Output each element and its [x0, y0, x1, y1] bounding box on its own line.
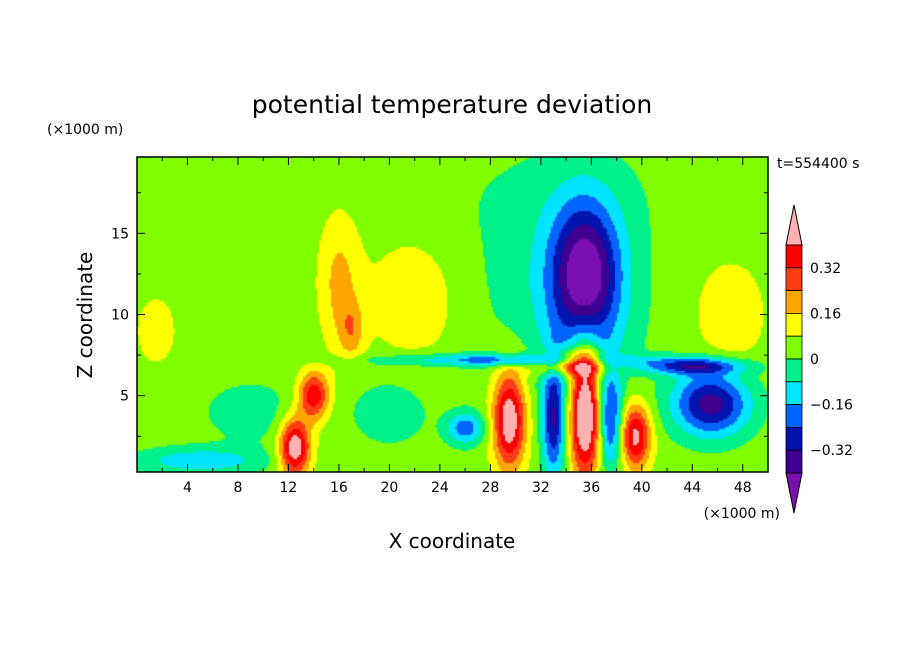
y-tick-label: 10 — [111, 308, 129, 324]
colorbar-label: 0.32 — [810, 261, 841, 277]
x-tick-label: 16 — [330, 480, 348, 496]
colorbar-bottom-triangle — [785, 472, 803, 514]
colorbar-box — [785, 290, 803, 314]
x-tick-label: 20 — [380, 480, 398, 496]
colorbar-label: 0 — [810, 352, 819, 368]
x-axis-units: (×1000 m) — [704, 506, 780, 522]
colorbar-box — [785, 426, 803, 451]
x-tick-label: 36 — [582, 480, 600, 496]
y-tick-label: 5 — [120, 389, 129, 405]
colorbar-box — [785, 244, 803, 269]
colorbar-box — [785, 267, 803, 291]
x-tick-label: 12 — [280, 480, 298, 496]
y-axis-units: (×1000 m) — [47, 122, 123, 138]
chart-title: potential temperature deviation — [252, 90, 652, 119]
colorbar-label: −0.16 — [810, 398, 853, 414]
x-tick-label: 8 — [233, 480, 242, 496]
colorbar-label: 0.16 — [810, 306, 841, 322]
x-tick-label: 32 — [532, 480, 550, 496]
y-tick-label: 15 — [111, 226, 129, 242]
x-tick-label: 4 — [183, 480, 192, 496]
colorbar-top-triangle — [785, 204, 803, 246]
colorbar-box — [785, 404, 803, 428]
x-tick-label: 40 — [633, 480, 651, 496]
y-axis-label: Z coordinate — [73, 252, 97, 379]
contour-field — [137, 157, 768, 472]
x-tick-label: 44 — [683, 480, 701, 496]
x-tick-label: 24 — [431, 480, 449, 496]
colorbar-box — [785, 335, 803, 360]
x-tick-label: 48 — [734, 480, 752, 496]
x-axis-label: X coordinate — [389, 529, 516, 553]
x-tick-label: 28 — [481, 480, 499, 496]
colorbar-label: −0.32 — [810, 443, 853, 459]
colorbar-box — [785, 312, 803, 337]
colorbar-box — [785, 449, 803, 474]
colorbar-box — [785, 358, 803, 383]
colorbar-box — [785, 381, 803, 405]
time-label: t=554400 s — [777, 156, 859, 172]
